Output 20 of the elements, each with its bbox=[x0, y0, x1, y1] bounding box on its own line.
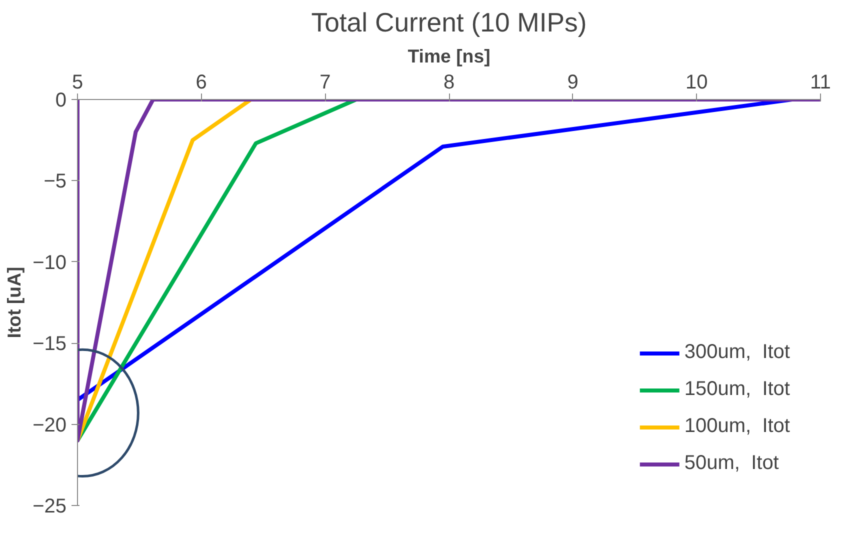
y-tick-label: −20 bbox=[32, 414, 67, 436]
x-tick-label: 9 bbox=[567, 72, 578, 94]
legend-label: 50um, Itot bbox=[684, 452, 779, 475]
y-axis-title: Itot [uA] bbox=[4, 266, 25, 338]
legend-label: 300um, Itot bbox=[684, 341, 790, 364]
x-tick-label: 10 bbox=[686, 72, 708, 94]
legend-label: 100um, Itot bbox=[684, 415, 790, 438]
y-tick-label: 0 bbox=[55, 90, 66, 112]
y-tick-label: −15 bbox=[32, 333, 67, 356]
legend-label: 150um, Itot bbox=[684, 378, 790, 401]
y-tick-label: −5 bbox=[44, 170, 67, 193]
x-tick-label: 8 bbox=[443, 72, 455, 94]
x-tick-label: 5 bbox=[72, 72, 84, 94]
y-tick-label: −25 bbox=[32, 496, 67, 518]
x-tick-label: 6 bbox=[196, 72, 207, 94]
x-tick-label: 11 bbox=[810, 72, 831, 94]
y-tick-label: −10 bbox=[32, 252, 67, 274]
chart-title: Total Current (10 MIPs) bbox=[311, 8, 587, 38]
x-tick-label: 7 bbox=[320, 72, 331, 94]
x-axis-title: Time [ns] bbox=[408, 46, 490, 66]
